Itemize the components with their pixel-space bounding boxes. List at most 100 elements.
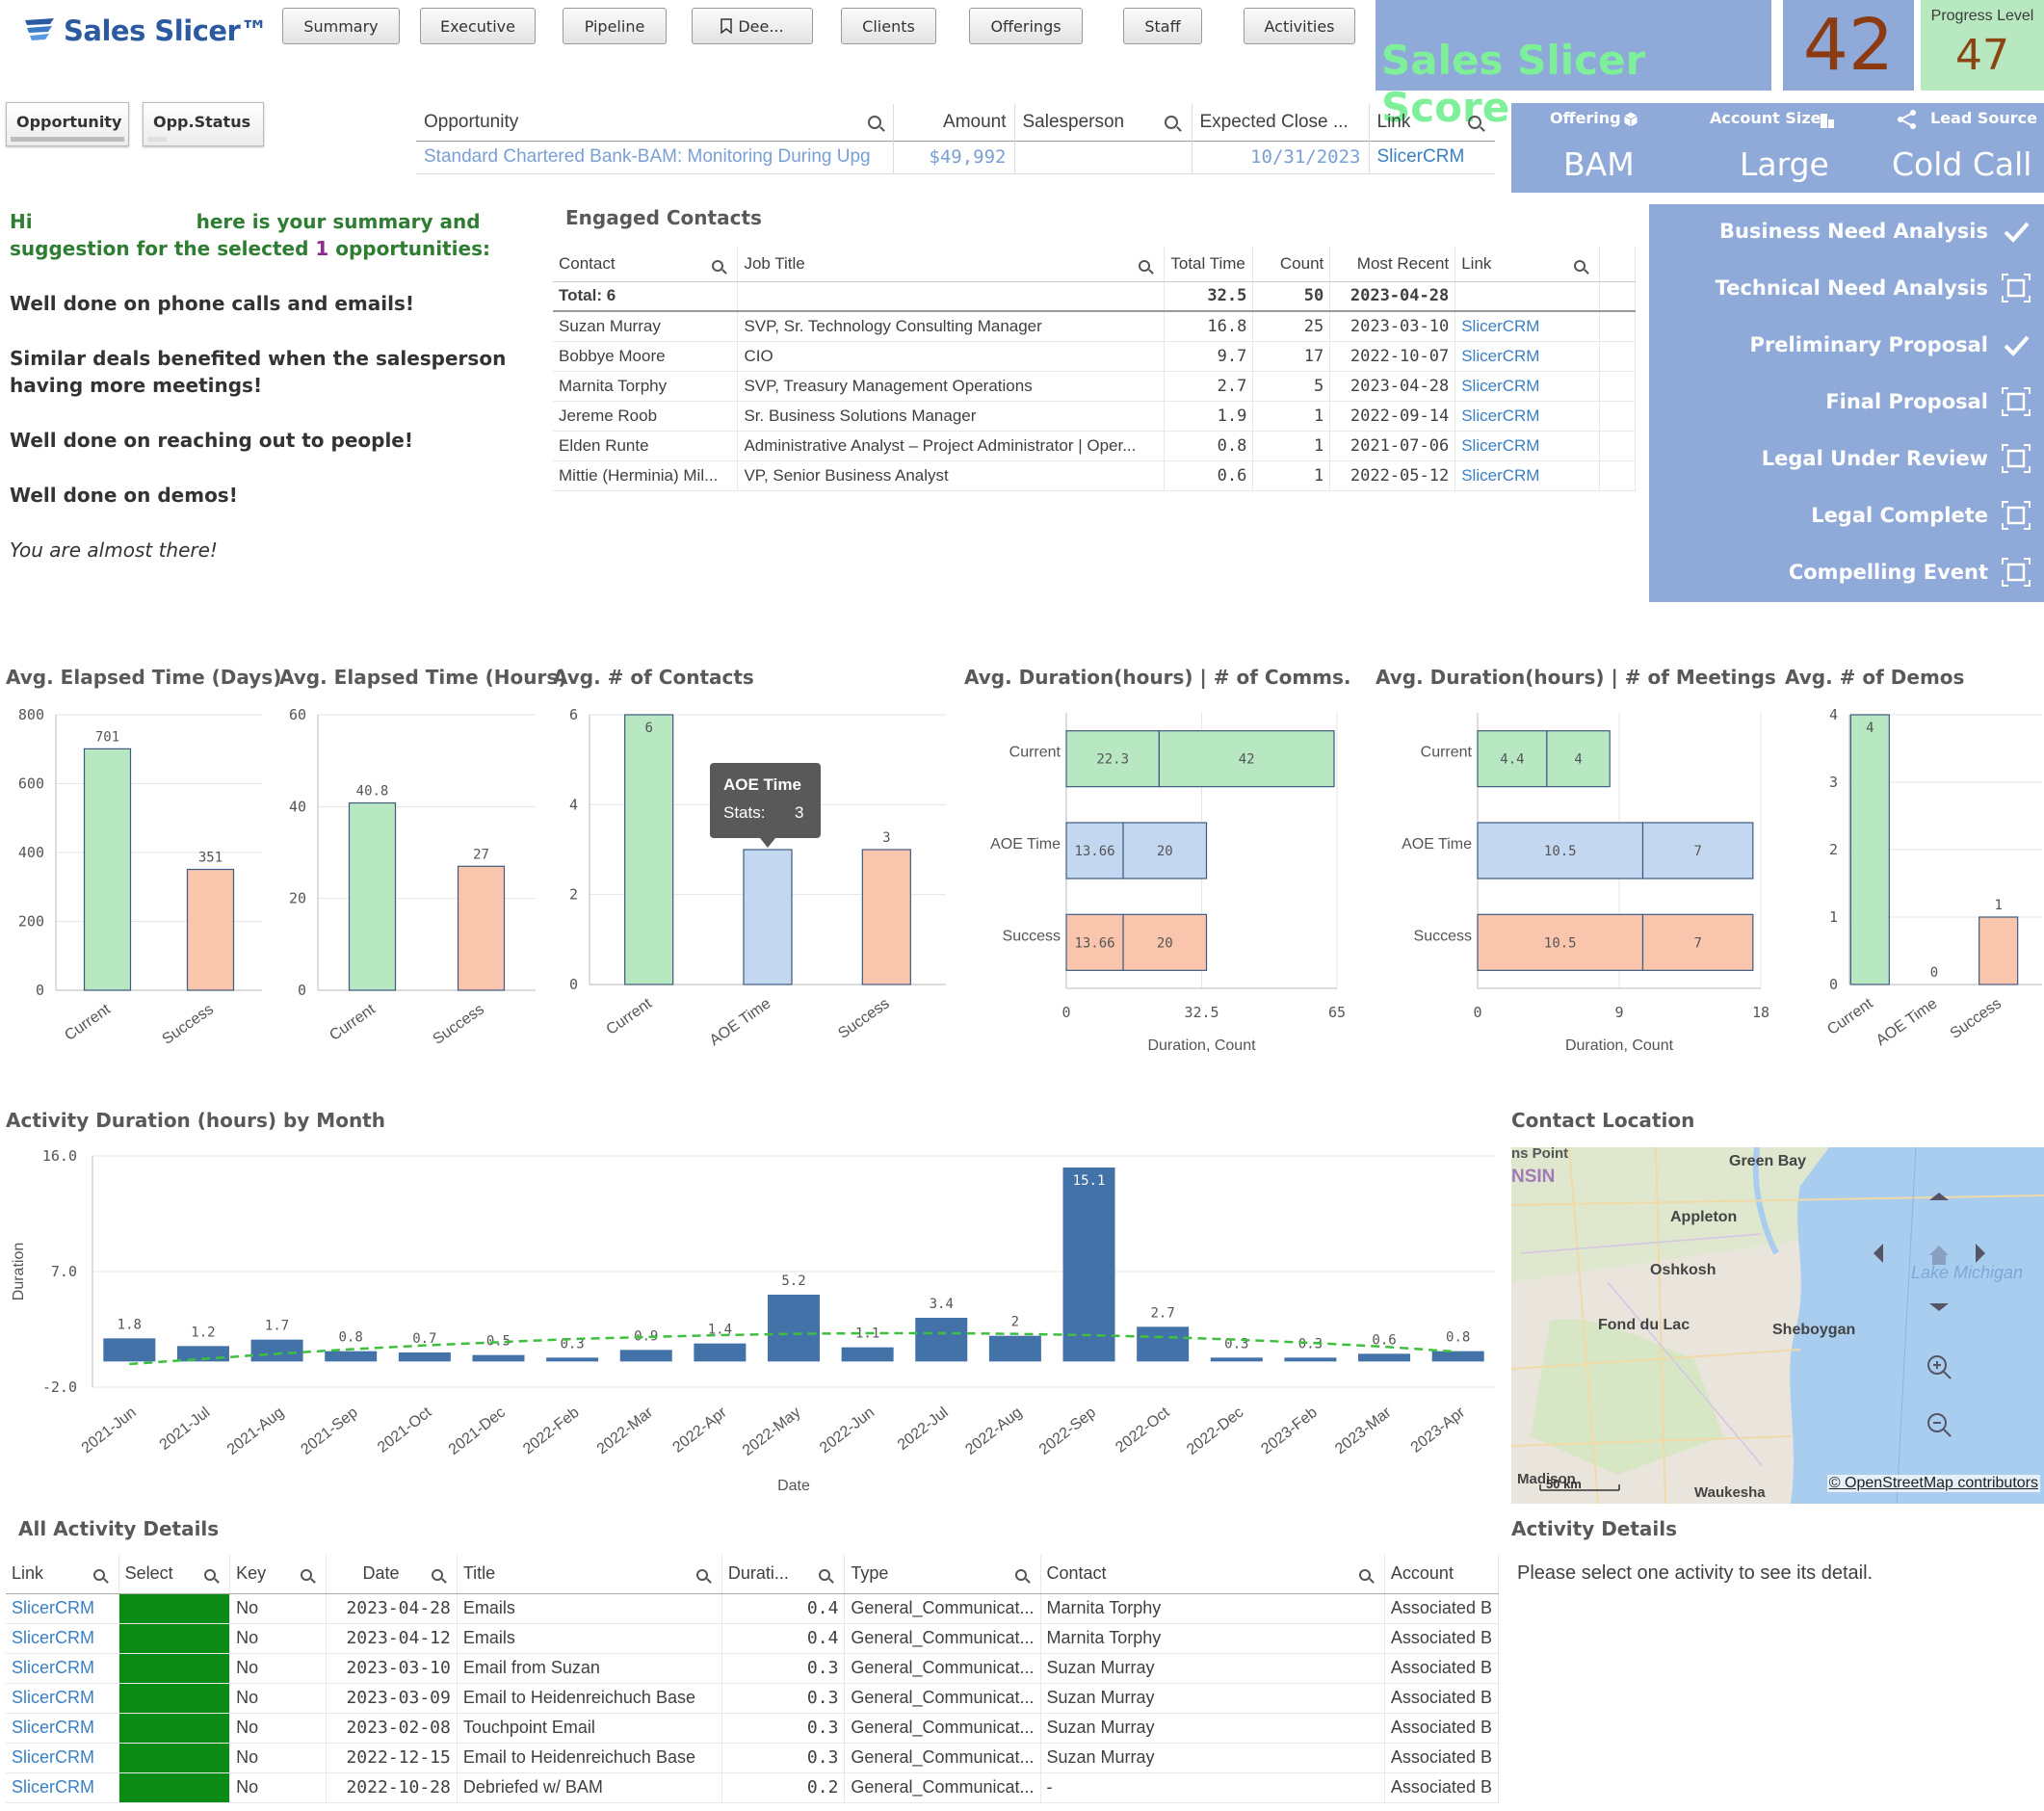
- activity-link[interactable]: SlicerCRM: [6, 1683, 119, 1713]
- search-icon[interactable]: [1014, 1569, 1027, 1582]
- table-row[interactable]: SlicerCRM No 2022-12-15 Email to Heidenreic…: [6, 1743, 1500, 1772]
- table-row[interactable]: SlicerCRM No 2023-02-08 Touchpoint Email 0.3…: [6, 1713, 1500, 1743]
- zoom-in-icon[interactable]: [1927, 1355, 1952, 1379]
- select-cell[interactable]: [118, 1653, 231, 1683]
- table-row[interactable]: SlicerCRM No 2022-10-28 Debriefed w/ BAM 0.2…: [6, 1772, 1500, 1802]
- stage-item: Compelling Event: [1789, 549, 2032, 595]
- pan-left-icon[interactable]: [1874, 1244, 1883, 1263]
- search-icon[interactable]: [431, 1569, 443, 1582]
- col-amount[interactable]: Amount: [893, 104, 1015, 141]
- col-key[interactable]: Key: [229, 1555, 327, 1594]
- table-row[interactable]: Marnita Torphy SVP, Treasury Management O…: [553, 371, 1636, 401]
- search-icon[interactable]: [92, 1569, 105, 1582]
- select-cell[interactable]: [118, 1593, 231, 1623]
- select-cell[interactable]: [118, 1772, 231, 1802]
- home-icon[interactable]: [1929, 1246, 1949, 1265]
- col-most-recent[interactable]: Most Recent: [1329, 247, 1456, 282]
- col-select[interactable]: Select: [118, 1555, 231, 1594]
- search-icon[interactable]: [819, 1569, 831, 1582]
- pan-right-icon[interactable]: [1976, 1244, 1985, 1263]
- bar: [743, 849, 793, 985]
- zoom-out-icon[interactable]: [1927, 1413, 1952, 1437]
- select-cell[interactable]: [118, 1713, 231, 1743]
- contact-link[interactable]: SlicerCRM: [1454, 371, 1601, 401]
- col-expected-close[interactable]: Expected Close ...: [1192, 104, 1370, 141]
- nav-pipeline-button[interactable]: Pipeline: [563, 8, 667, 44]
- contact-location-map[interactable]: ns Point NSIN Green Bay Appleton Oshkosh…: [1511, 1147, 2044, 1504]
- tab-opportunity[interactable]: Opportunity: [6, 102, 129, 146]
- contact-link[interactable]: SlicerCRM: [1454, 431, 1601, 460]
- search-icon[interactable]: [712, 259, 724, 272]
- col-job-title[interactable]: Job Title: [737, 247, 1166, 282]
- select-cell[interactable]: [118, 1743, 231, 1772]
- summary-line: suggestion for the selected: [10, 237, 309, 260]
- table-row[interactable]: SlicerCRM No 2023-03-10 Email from Suzan 0.3…: [6, 1653, 1500, 1683]
- search-icon[interactable]: [1139, 259, 1151, 272]
- search-icon[interactable]: [1574, 259, 1586, 272]
- pan-up-icon[interactable]: [1929, 1193, 1949, 1200]
- table-row[interactable]: Elden Runte Administrative Analyst – Proj…: [553, 431, 1636, 460]
- activity-title: Emails: [457, 1593, 722, 1623]
- search-icon[interactable]: [1164, 115, 1178, 129]
- col-title[interactable]: Title: [457, 1555, 722, 1594]
- table-row[interactable]: Suzan Murray SVP, Sr. Technology Consulti…: [553, 311, 1636, 341]
- opportunity-name[interactable]: Standard Chartered Bank-BAM: Monitoring …: [416, 141, 894, 173]
- col-type[interactable]: Type: [844, 1555, 1041, 1594]
- nav-staff-button[interactable]: Staff: [1123, 8, 1202, 44]
- nav-dee-button[interactable]: Dee...: [692, 8, 813, 44]
- search-icon[interactable]: [1468, 115, 1481, 129]
- tab-opp-status[interactable]: Opp.Status: [143, 102, 264, 146]
- select-cell[interactable]: [118, 1683, 231, 1713]
- col-link[interactable]: Link: [1369, 104, 1495, 141]
- table-row[interactable]: Standard Chartered Bank-BAM: Monitoring …: [416, 141, 1495, 173]
- table-row[interactable]: Jereme Roob Sr. Business Solutions Manage…: [553, 401, 1636, 431]
- nav-executive-button[interactable]: Executive: [420, 8, 536, 44]
- table-row[interactable]: SlicerCRM No 2023-04-12 Emails 0.4 General_Co…: [6, 1623, 1500, 1653]
- col-link[interactable]: Link: [1454, 247, 1601, 282]
- contact-link[interactable]: SlicerCRM: [1454, 341, 1601, 371]
- data-label: 0.3: [1298, 1336, 1323, 1352]
- search-icon[interactable]: [1358, 1569, 1371, 1582]
- activity-link[interactable]: SlicerCRM: [6, 1653, 119, 1683]
- activity-link[interactable]: SlicerCRM: [6, 1593, 119, 1623]
- col-date[interactable]: Date: [326, 1555, 458, 1594]
- select-cell[interactable]: [118, 1623, 231, 1653]
- col-contact[interactable]: Contact: [1040, 1555, 1385, 1594]
- search-icon[interactable]: [867, 115, 881, 129]
- opportunity-link[interactable]: SlicerCRM: [1376, 146, 1465, 167]
- map-attribution[interactable]: © OpenStreetMap contributors: [1826, 1475, 2040, 1492]
- pan-down-icon[interactable]: [1929, 1303, 1949, 1311]
- nav-activities-button[interactable]: Activities: [1244, 8, 1355, 44]
- col-total-time[interactable]: Total Time: [1164, 247, 1254, 282]
- col-count[interactable]: Count: [1252, 247, 1331, 282]
- col-duration[interactable]: Durati...: [721, 1555, 846, 1594]
- col-account[interactable]: Account: [1384, 1555, 1500, 1594]
- col-link[interactable]: Link: [6, 1555, 119, 1594]
- search-icon[interactable]: [300, 1569, 312, 1582]
- table-row[interactable]: SlicerCRM No 2023-04-28 Emails 0.4 General_Co…: [6, 1593, 1500, 1623]
- col-opportunity[interactable]: Opportunity: [416, 104, 894, 141]
- bar-segment: [1477, 822, 1644, 879]
- x-tick-label: 2021-Sep: [299, 1404, 361, 1458]
- activity-link[interactable]: SlicerCRM: [6, 1743, 119, 1772]
- nav-offerings-button[interactable]: Offerings: [969, 8, 1083, 44]
- col-salesperson[interactable]: Salesperson: [1014, 104, 1192, 141]
- table-row[interactable]: Mittie (Herminia) Mil... VP, Senior Busin…: [553, 460, 1636, 490]
- table-row[interactable]: SlicerCRM No 2023-03-09 Email to Heidenreic…: [6, 1683, 1500, 1713]
- activity-link[interactable]: SlicerCRM: [6, 1772, 119, 1802]
- nav-clients-button[interactable]: Clients: [841, 8, 936, 44]
- contact-link[interactable]: SlicerCRM: [1454, 401, 1601, 431]
- contact-link[interactable]: SlicerCRM: [1454, 460, 1601, 490]
- nav-label: Dee...: [738, 16, 784, 36]
- contact-link[interactable]: SlicerCRM: [1454, 311, 1601, 341]
- col-contact[interactable]: Contact: [553, 247, 739, 282]
- x-tick-label: 2022-Jul: [895, 1404, 952, 1454]
- activity-link[interactable]: SlicerCRM: [6, 1623, 119, 1653]
- nav-summary-button[interactable]: Summary: [282, 8, 400, 44]
- table-row[interactable]: Bobbye Moore CIO 9.7 17 2022-10-07 SlicerCRM: [553, 341, 1636, 371]
- summary-message: You are almost there!: [10, 538, 218, 562]
- search-icon[interactable]: [695, 1569, 708, 1582]
- search-icon[interactable]: [204, 1569, 217, 1582]
- bar: [325, 1351, 378, 1362]
- activity-link[interactable]: SlicerCRM: [6, 1713, 119, 1743]
